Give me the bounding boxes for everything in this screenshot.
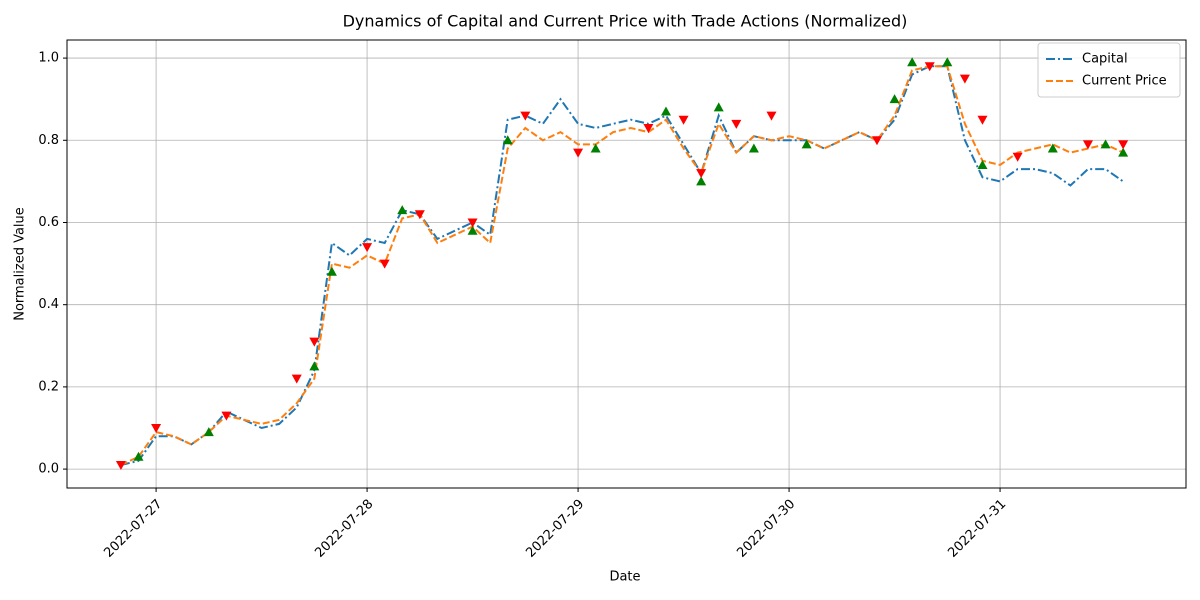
y-tick-label: 1.0 (38, 51, 59, 66)
series-line (120, 65, 1124, 466)
trade-marker (203, 427, 214, 437)
trade-marker (573, 148, 584, 158)
trade-marker (133, 451, 144, 461)
trade-marker (414, 210, 425, 220)
plot-frame (66, 39, 1187, 489)
trade-marker (871, 136, 882, 146)
trade-marker (1118, 140, 1129, 150)
trade-marker (696, 169, 707, 179)
trade-marker (309, 337, 320, 347)
trade-marker (924, 62, 935, 72)
trade-marker (907, 57, 918, 67)
y-axis-label: Normalized Value (13, 207, 28, 321)
trade-marker (520, 111, 531, 121)
trade-marker (660, 106, 671, 116)
trade-marker (115, 460, 126, 470)
x-tick-label: 2022-07-29 (523, 497, 587, 561)
y-tick-label: 0.4 (38, 297, 59, 312)
trade-marker (766, 111, 777, 121)
trade-marker (801, 139, 812, 149)
x-tick-label: 2022-07-30 (734, 497, 798, 561)
trade-marker (362, 243, 373, 253)
y-tick-label: 0.6 (38, 215, 59, 230)
trade-marker (889, 94, 900, 104)
trade-marker (379, 259, 390, 269)
trade-marker (1118, 147, 1129, 157)
trade-marker (1100, 139, 1111, 149)
trade-marker (467, 218, 478, 228)
trade-marker (942, 57, 953, 67)
legend-label: Current Price (1082, 74, 1167, 89)
legend-box (1037, 42, 1181, 98)
y-tick-label: 0.2 (38, 379, 59, 394)
trade-marker (713, 102, 724, 112)
trade-marker (151, 423, 162, 433)
trade-marker (467, 225, 478, 235)
chart-title: Dynamics of Capital and Current Price wi… (343, 12, 908, 31)
trade-marker (678, 115, 689, 125)
trade-marker (309, 361, 320, 371)
x-tick-label: 2022-07-27 (101, 497, 165, 561)
trade-marker (731, 119, 742, 129)
trade-marker (643, 123, 654, 133)
trade-marker (1047, 143, 1058, 153)
legend-label: Capital (1082, 52, 1128, 67)
trade-marker (959, 74, 970, 84)
trade-marker (221, 411, 232, 421)
trade-marker (696, 176, 707, 186)
trade-marker (977, 115, 988, 125)
trade-marker (1082, 140, 1093, 150)
y-tick-label: 0.8 (38, 133, 59, 148)
trade-marker (590, 143, 601, 153)
trade-marker (291, 374, 302, 384)
y-tick-label: 0.0 (38, 462, 59, 477)
series-line (120, 65, 1124, 466)
trade-marker (977, 159, 988, 169)
trade-marker (326, 266, 337, 276)
trade-marker (397, 205, 408, 215)
x-axis-label: Date (609, 570, 640, 585)
trade-marker (502, 135, 513, 145)
x-tick-label: 2022-07-28 (312, 497, 376, 561)
trade-marker (1012, 152, 1023, 162)
trade-marker (748, 143, 759, 153)
x-tick-label: 2022-07-31 (945, 497, 1009, 561)
